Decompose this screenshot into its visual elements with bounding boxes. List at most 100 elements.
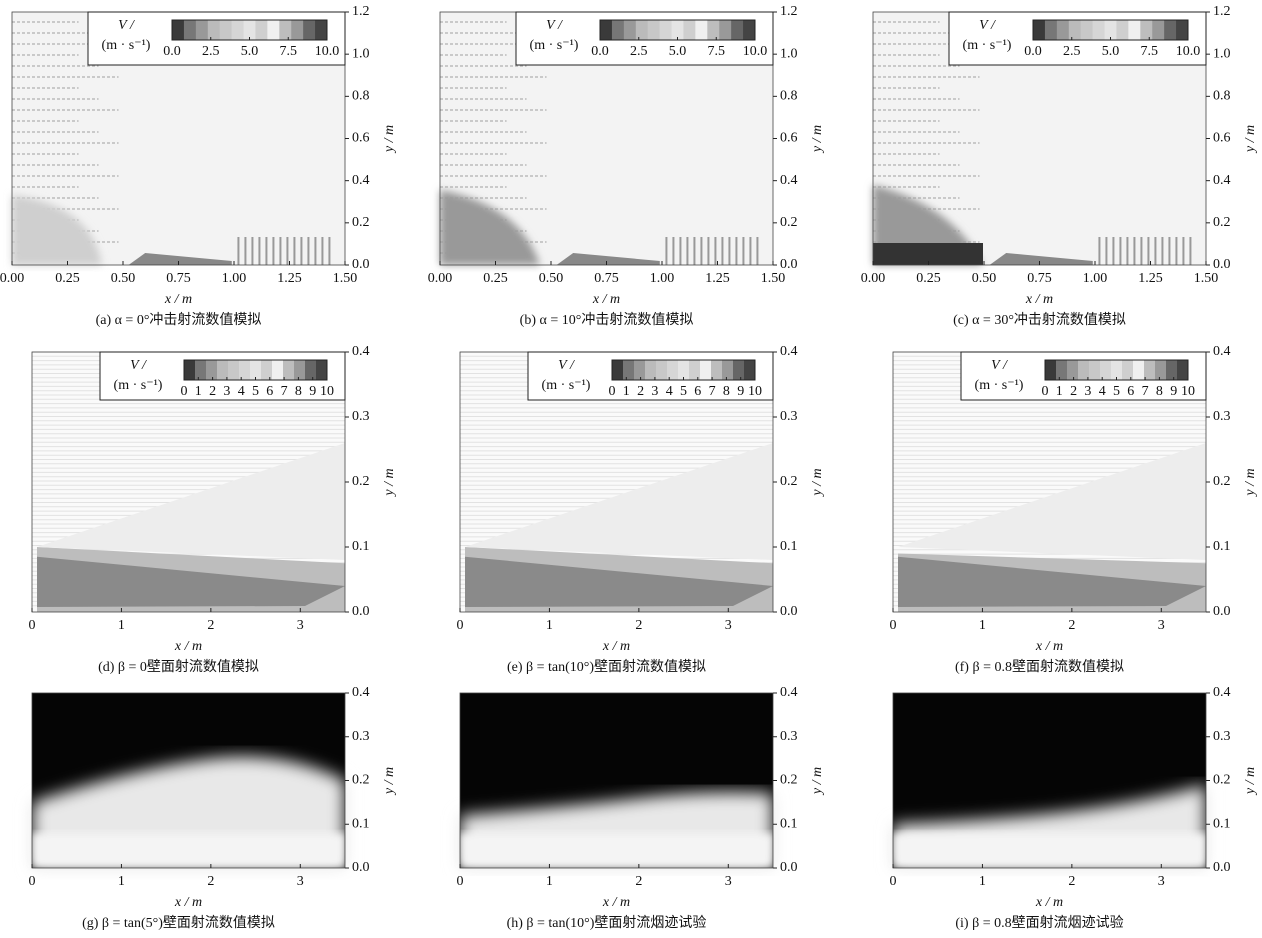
panel: 0 1 2 3 x / m 0.0 0.1 0.2 0.3 0.4 y / m (g) β = tan… (29, 685, 398, 931)
colorbar-tick-label: 5.0 (669, 44, 687, 59)
colorbar-tick-label: 5 (252, 384, 259, 399)
y-tick-label: 0.1 (780, 816, 798, 831)
colorbar-tick-label: 5 (1113, 384, 1120, 399)
caption: (g) β = tan(5°)壁面射流数值模拟 (82, 915, 275, 931)
colorbar-segment (612, 360, 624, 380)
colorbar-segment (1068, 20, 1082, 40)
x-axis-label: x / m (174, 895, 202, 910)
colorbar-segment (243, 20, 256, 40)
x-tick-label: 3 (725, 618, 732, 633)
wall-jet (128, 253, 232, 265)
colorbar-tick-label: 0.0 (591, 44, 609, 59)
caption: (a) α = 0°冲击射流数值模拟 (96, 312, 262, 328)
x-tick-label: 0 (890, 618, 897, 633)
x-tick-label: 1.25 (277, 271, 302, 286)
colorbar-segment (294, 360, 306, 380)
x-tick-label: 3 (1158, 874, 1165, 889)
x-axis-label: x / m (592, 292, 620, 307)
x-tick-label: 2 (1068, 618, 1075, 633)
colorbar-tick-label: 2 (1070, 384, 1077, 399)
y-tick-label: 0.6 (1213, 131, 1231, 146)
wall-jet-core (898, 556, 1206, 607)
x-tick-label: 0.50 (539, 271, 564, 286)
y-tick-label: 0.8 (1213, 89, 1231, 104)
jet-core (873, 243, 983, 265)
colorbar-segment (611, 20, 625, 40)
x-tick-label: 1.25 (1138, 271, 1163, 286)
x-tick-label: 2 (207, 618, 214, 633)
colorbar-segment (1044, 20, 1058, 40)
panel: 0.00 0.25 0.50 0.75 1.00 1.25 1.50 x / m 0.0 0.2 0… (428, 4, 825, 328)
colorbar-segment (656, 360, 668, 380)
wall-jet-core (37, 556, 345, 607)
legend-title: V / (991, 358, 1008, 373)
colorbar-segment (207, 20, 221, 40)
y-tick-label: 0.0 (780, 604, 798, 619)
y-axis-label: y / m (382, 125, 397, 154)
colorbar-tick-label: 1 (1056, 384, 1063, 399)
y-tick-label: 0.2 (780, 474, 798, 489)
shear-layer (898, 443, 1206, 560)
y-tick-label: 0.0 (780, 257, 798, 272)
y-tick-label: 0.1 (1213, 539, 1231, 554)
legend-unit: (m · s⁻¹) (975, 378, 1024, 393)
y-tick-label: 0.4 (352, 685, 370, 700)
colorbar-segment (600, 20, 613, 40)
x-axis-label: x / m (1025, 292, 1053, 307)
colorbar-tick-label: 7.5 (708, 44, 726, 59)
y-axis-label: y / m (1243, 468, 1258, 497)
colorbar-tick-label: 4 (666, 384, 673, 399)
legend-unit: (m · s⁻¹) (542, 378, 591, 393)
colorbar-segment (647, 20, 661, 40)
colorbar-tick-label: 5 (680, 384, 687, 399)
colorbar-segment (1176, 20, 1189, 40)
y-tick-label: 1.0 (352, 46, 370, 61)
x-axis-label: x / m (174, 639, 202, 654)
wall-jet (556, 253, 660, 265)
x-tick-label: 0.00 (861, 271, 886, 286)
y-tick-label: 1.0 (1213, 46, 1231, 61)
caption: (e) β = tan(10°)壁面射流数值模拟 (507, 659, 706, 675)
colorbar-tick-label: 5.0 (241, 44, 259, 59)
y-tick-label: 0.6 (352, 131, 370, 146)
x-tick-label: 1.50 (1194, 271, 1219, 286)
y-tick-label: 0.2 (352, 474, 370, 489)
y-tick-label: 1.0 (780, 46, 798, 61)
colorbar-tick-label: 10 (320, 384, 334, 399)
y-tick-label: 0.1 (780, 539, 798, 554)
x-tick-label: 0.75 (594, 271, 619, 286)
x-tick-label: 0 (457, 874, 464, 889)
legend-title: V / (118, 18, 135, 33)
x-tick-label: 0.25 (55, 271, 80, 286)
x-tick-label: 1 (546, 618, 553, 633)
colorbar-segment (635, 20, 649, 40)
colorbar-segment (172, 20, 185, 40)
colorbar-segment (1078, 360, 1090, 380)
colorbar-segment (1104, 20, 1117, 40)
colorbar-segment (183, 20, 197, 40)
colorbar-tick-label: 0.0 (163, 44, 181, 59)
colorbar-tick-label: 3 (651, 384, 658, 399)
colorbar-tick-label: 1 (623, 384, 630, 399)
x-tick-label: 0.50 (111, 271, 136, 286)
x-tick-label: 0.00 (0, 271, 24, 286)
x-tick-label: 2 (635, 618, 642, 633)
panel: 0 1 2 3x / m0.00.10.20.30.4y / m(d) β = 0壁面… (29, 344, 398, 675)
jet-core (12, 195, 102, 265)
x-tick-label: 0.25 (916, 271, 941, 286)
colorbar-segment (195, 360, 207, 380)
y-tick-label: 1.2 (780, 4, 798, 19)
panel: 0.00 0.25 0.50 0.75 1.00 1.25 1.50 x / m 0.0 0.2 0… (861, 4, 1258, 328)
x-tick-label: 0.25 (483, 271, 508, 286)
colorbar-segment (634, 360, 646, 380)
x-tick-label: 1 (118, 618, 125, 633)
colorbar-tick-label: 6 (266, 384, 273, 399)
colorbar-segment (1033, 20, 1046, 40)
colorbar-segment (1067, 360, 1079, 380)
y-tick-label: 0.0 (1213, 257, 1231, 272)
y-tick-label: 0.6 (780, 131, 798, 146)
colorbar-segment (743, 20, 756, 40)
colorbar-segment (1100, 360, 1112, 380)
x-tick-label: 1 (118, 874, 125, 889)
